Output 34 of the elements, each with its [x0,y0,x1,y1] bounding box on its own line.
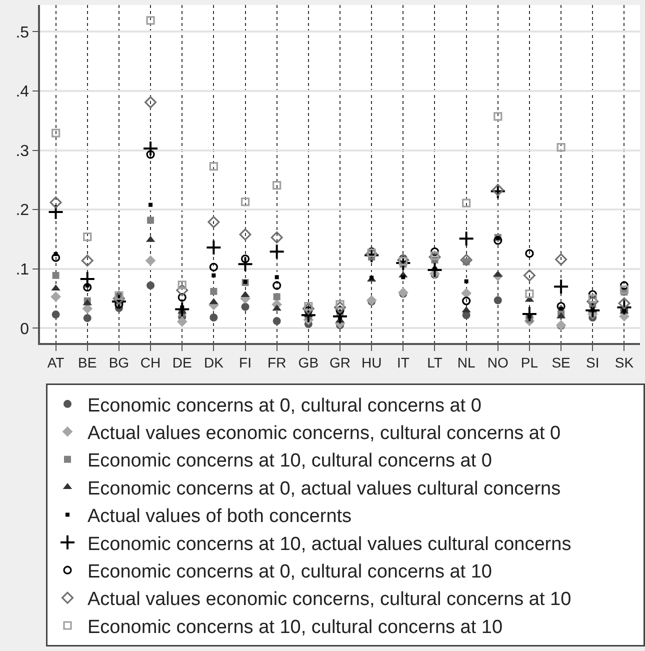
y-tick-label: .5 [16,24,30,42]
legend-label: Economic concerns at 0, cultural concerns at 10 [88,562,492,583]
legend-label: Actual values economic concerns, cultural concerns at 0 [88,423,561,444]
x-tick-label: FI [239,354,252,371]
legend-label: Economic concerns at 0, cultural concerns at 0 [88,395,482,416]
x-tick-label: NO [487,354,508,371]
x-tick-label: LT [427,354,443,371]
x-tick-label: PL [520,354,538,371]
legend-label: Actual values of both concernts [88,506,352,528]
legend-label: Economic concerns at 10, cultural concerns at 0 [88,450,492,472]
y-tick-label: .3 [16,142,30,160]
y-tick-label: .1 [16,261,30,278]
legend-label: Economic concerns at 10, actual values cultural concerns [88,534,572,555]
legend-label: Actual values economic concerns, cultural concerns at 10 [88,589,572,610]
x-tick-label: SI [586,354,600,371]
legend-label: Economic concerns at 0, actual values cultural concerns [88,478,561,500]
legend-label: Economic concerns at 10, cultural concerns at 10 [88,616,503,638]
x-tick-label: CH [140,354,161,371]
x-tick-label: HU [361,354,382,371]
x-tick-label: AT [47,354,65,371]
y-tick-label: .4 [16,84,30,101]
x-tick-label: DE [172,354,192,371]
x-tick-label: BG [108,354,130,371]
x-tick-label: IT [396,354,410,371]
x-tick-label: SE [552,354,570,371]
x-tick-label: SK [614,354,634,371]
x-tick-label: NL [457,354,476,371]
x-tick-label: FR [268,354,286,371]
y-tick-label: .2 [16,202,30,220]
x-tick-label: DK [204,354,224,371]
x-tick-label: BE [78,354,97,371]
x-tick-label: GB [298,354,319,371]
x-tick-label: GR [330,354,350,371]
y-tick-label: 0 [20,320,30,338]
